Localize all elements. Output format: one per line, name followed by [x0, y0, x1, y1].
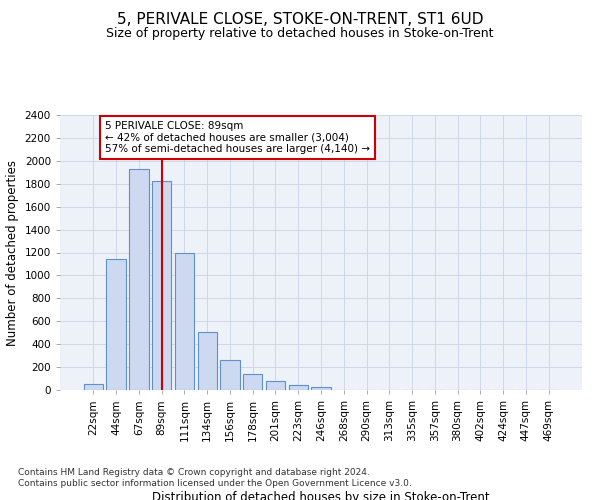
Bar [289, 386, 308, 390]
Text: 5 PERIVALE CLOSE: 89sqm
← 42% of detached houses are smaller (3,004)
57% of semi: 5 PERIVALE CLOSE: 89sqm ← 42% of detache… [105, 120, 370, 154]
Bar [220, 360, 239, 390]
Text: Contains HM Land Registry data © Crown copyright and database right 2024.
Contai: Contains HM Land Registry data © Crown c… [18, 468, 412, 487]
Bar [266, 382, 285, 390]
Bar [129, 169, 149, 390]
Bar [106, 260, 126, 390]
Bar [243, 374, 262, 390]
Bar [197, 332, 217, 390]
Bar [84, 384, 103, 390]
X-axis label: Distribution of detached houses by size in Stoke-on-Trent: Distribution of detached houses by size … [152, 491, 490, 500]
Bar [175, 252, 194, 390]
Text: Size of property relative to detached houses in Stoke-on-Trent: Size of property relative to detached ho… [106, 28, 494, 40]
Bar [152, 182, 172, 390]
Text: 5, PERIVALE CLOSE, STOKE-ON-TRENT, ST1 6UD: 5, PERIVALE CLOSE, STOKE-ON-TRENT, ST1 6… [117, 12, 483, 28]
Y-axis label: Number of detached properties: Number of detached properties [6, 160, 19, 346]
Bar [311, 386, 331, 390]
